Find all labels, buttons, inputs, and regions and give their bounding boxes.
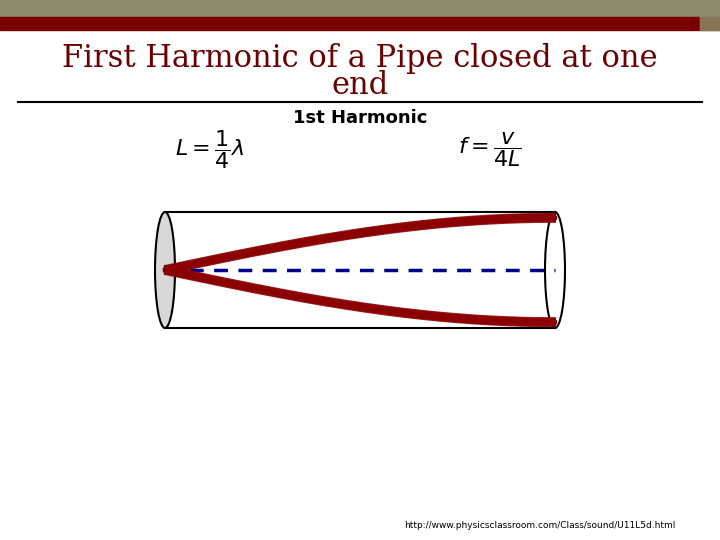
Bar — [165, 212, 555, 328]
Bar — [700, 0, 720, 17]
Text: First Harmonic of a Pipe closed at one: First Harmonic of a Pipe closed at one — [62, 43, 658, 73]
Text: $L = \dfrac{1}{4}\lambda$: $L = \dfrac{1}{4}\lambda$ — [175, 129, 245, 172]
Bar — [0, 0, 700, 17]
Bar — [0, 17, 700, 30]
Text: http://www.physicsclassroom.com/Class/sound/U11L5d.html: http://www.physicsclassroom.com/Class/so… — [405, 522, 675, 530]
Ellipse shape — [545, 212, 565, 328]
Text: end: end — [331, 70, 389, 100]
Bar — [700, 0, 720, 30]
Bar — [700, 17, 720, 30]
Text: 1st Harmonic: 1st Harmonic — [293, 109, 427, 127]
Text: $f = \dfrac{v}{4L}$: $f = \dfrac{v}{4L}$ — [458, 131, 522, 170]
Ellipse shape — [155, 212, 175, 328]
